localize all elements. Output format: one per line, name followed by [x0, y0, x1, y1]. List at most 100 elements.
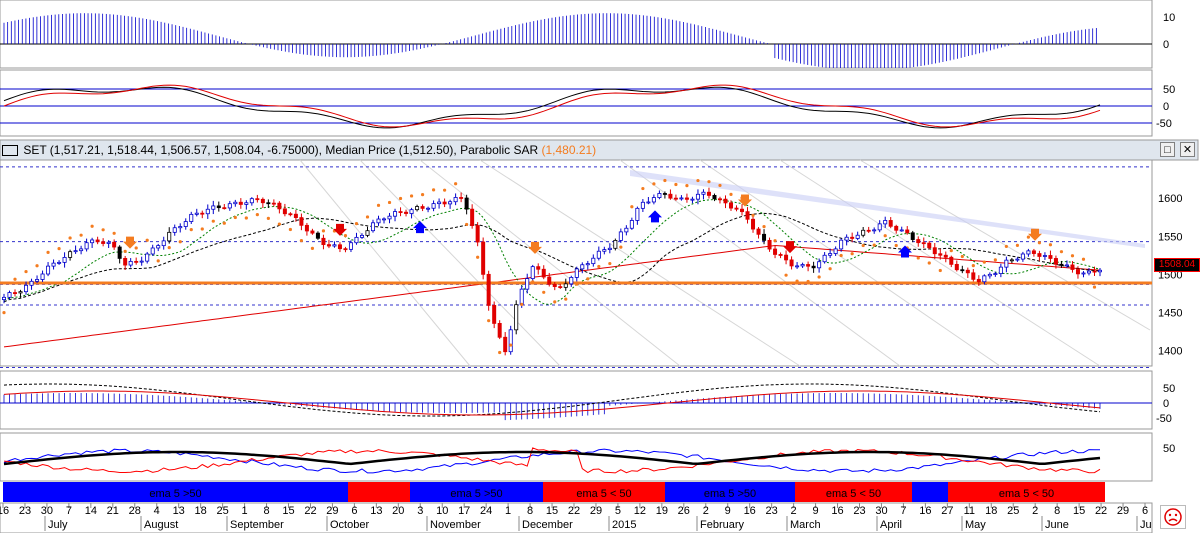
- candle-body: [1086, 270, 1091, 274]
- signal-arrow-up: [413, 221, 427, 234]
- sar-dot: [1037, 241, 1042, 245]
- candle-body: [453, 197, 458, 203]
- candle-body: [200, 212, 205, 215]
- date-day-label: 15: [546, 505, 558, 517]
- sad-face-icon[interactable]: [1160, 505, 1186, 529]
- sar-dot: [211, 219, 215, 223]
- sar-dot: [310, 246, 315, 250]
- ema-segment: [410, 482, 543, 502]
- sar-dot: [630, 205, 634, 209]
- candle-body: [938, 253, 943, 256]
- candle-body: [227, 203, 232, 209]
- sar-dot: [586, 277, 590, 281]
- sar-dot: [233, 215, 237, 220]
- sar-dot: [938, 268, 942, 273]
- date-day-label: 8: [263, 505, 269, 517]
- candle-body: [574, 268, 579, 278]
- candle-body: [855, 234, 860, 239]
- sar-dot: [685, 184, 689, 188]
- candle-body: [784, 254, 789, 261]
- date-day-label: 8: [1054, 505, 1060, 517]
- sar-dot: [520, 302, 524, 307]
- candle-body: [1037, 253, 1042, 257]
- date-axis-labels: 1623307142128413182518152229613203101724…: [0, 503, 1152, 531]
- sar-dot: [751, 213, 755, 217]
- candle-body: [850, 236, 855, 239]
- candle-body: [79, 248, 84, 252]
- sar-dot: [244, 216, 248, 220]
- candle-body: [46, 265, 51, 275]
- candle-body: [629, 220, 634, 229]
- date-day-label: 13: [370, 505, 382, 517]
- candle-body: [547, 276, 552, 285]
- candle-body: [266, 202, 271, 205]
- date-day-label: 27: [941, 505, 953, 517]
- price-tick-label: 1550: [1158, 231, 1182, 243]
- candle-body: [233, 201, 238, 205]
- price-tick-label: 1500: [1158, 269, 1182, 281]
- date-day-label: 23: [853, 505, 865, 517]
- date-day-label: 24: [480, 505, 492, 517]
- close-button[interactable]: ✕: [1180, 142, 1195, 157]
- candle-style-icon: [2, 145, 18, 157]
- candle-body: [717, 198, 722, 201]
- candle-body: [1020, 253, 1025, 260]
- signal-arrow-down: [1028, 228, 1042, 241]
- sar-dot: [409, 194, 414, 198]
- sar-dot: [828, 267, 832, 271]
- candle-body: [894, 225, 899, 231]
- sar-dot: [476, 255, 480, 259]
- date-day-label: 22: [568, 505, 580, 517]
- candle-body: [497, 323, 502, 338]
- date-day-label: 11: [964, 505, 975, 517]
- sar-dot: [299, 238, 304, 243]
- candle-body: [613, 240, 618, 249]
- candle-body: [883, 220, 888, 225]
- sar-dot: [883, 234, 887, 238]
- ema-label: ema 5 < 50: [826, 488, 881, 500]
- maximize-button[interactable]: □: [1160, 142, 1175, 157]
- candle-body: [1015, 258, 1020, 261]
- candle-body: [492, 305, 497, 324]
- gann-fan-line: [419, 159, 681, 367]
- p1-tick-0: 0: [1163, 39, 1169, 51]
- p4-tick-50: 50: [1163, 383, 1175, 395]
- sar-dot: [542, 290, 546, 294]
- sar-dot: [255, 212, 259, 217]
- sar-dot: [608, 261, 612, 266]
- candle-body: [437, 201, 442, 205]
- price-candles: [2, 187, 1103, 356]
- candle-body: [690, 198, 695, 201]
- candle-body: [128, 260, 133, 266]
- panel-histogram: [0, 0, 1153, 69]
- candle-body: [106, 241, 111, 244]
- gann-fan-line: [779, 159, 1101, 367]
- sar-dot: [1004, 244, 1008, 249]
- date-day-label: 21: [107, 505, 119, 517]
- candle-body: [354, 236, 359, 244]
- candle-body: [156, 245, 161, 249]
- candle-body: [134, 260, 139, 263]
- last-price-label: 1508.04: [1154, 258, 1200, 272]
- candle-body: [712, 195, 717, 200]
- candle-body: [194, 212, 199, 215]
- date-day-label: 2: [791, 505, 797, 517]
- date-day-label: 16: [919, 505, 931, 517]
- candle-body: [288, 213, 293, 216]
- candle-body: [420, 206, 425, 209]
- ema-label: ema 5 < 50: [999, 488, 1054, 500]
- stoch-d-line: [3, 84, 1101, 128]
- sar-dot: [619, 245, 623, 249]
- sar-dot: [277, 222, 281, 226]
- candle-body: [359, 234, 364, 238]
- sar-dot: [145, 238, 149, 242]
- candle-body: [481, 241, 486, 275]
- sar-dot: [1026, 235, 1031, 239]
- candle-body: [960, 269, 965, 272]
- candle-body: [773, 248, 778, 255]
- date-day-label: 18: [195, 505, 207, 517]
- sar-dot: [652, 182, 656, 186]
- sar-dot: [707, 180, 711, 184]
- date-day-label: 28: [129, 505, 141, 517]
- candle-body: [139, 260, 144, 263]
